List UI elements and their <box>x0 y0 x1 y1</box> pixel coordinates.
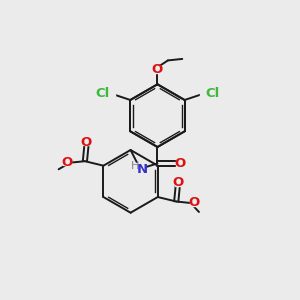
Text: Cl: Cl <box>96 87 110 100</box>
Bar <box>176 160 183 167</box>
Text: O: O <box>173 176 184 189</box>
Bar <box>200 90 211 96</box>
Bar <box>175 179 182 186</box>
Text: O: O <box>174 157 185 170</box>
Bar <box>83 139 90 146</box>
Text: Cl: Cl <box>205 87 219 100</box>
Bar <box>63 159 71 165</box>
Text: O: O <box>188 196 199 209</box>
Bar <box>103 90 116 96</box>
Text: O: O <box>61 156 73 169</box>
Text: O: O <box>81 136 92 148</box>
Text: N: N <box>136 163 148 176</box>
Text: O: O <box>152 63 163 76</box>
Text: H: H <box>131 161 140 171</box>
Bar <box>134 163 145 172</box>
Bar <box>190 199 197 206</box>
Bar <box>153 66 162 73</box>
